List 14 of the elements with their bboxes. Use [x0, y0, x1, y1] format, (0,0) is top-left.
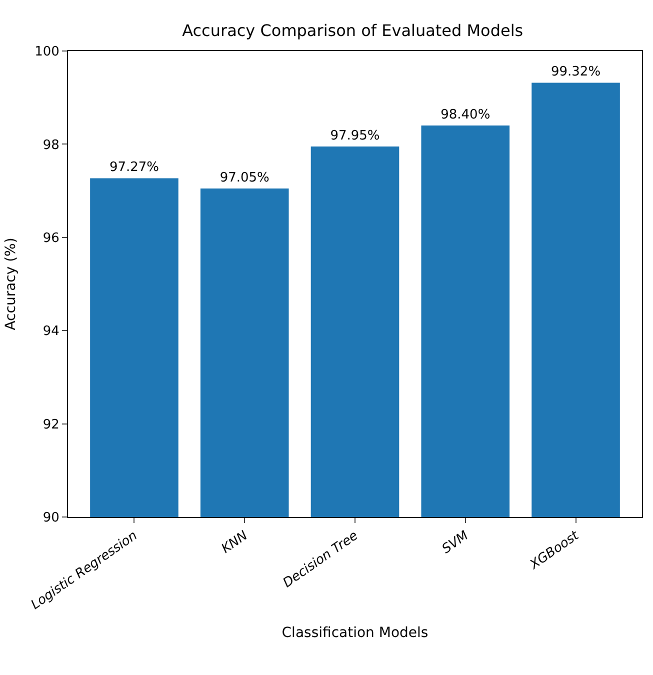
- y-tick-label: 96: [42, 230, 60, 246]
- y-tick-label: 100: [34, 44, 60, 60]
- x-axis-title: Classification Models: [282, 625, 428, 642]
- data-label: 97.27%: [109, 160, 160, 176]
- data-label: 98.40%: [440, 108, 490, 123]
- y-tick-label: 92: [42, 417, 60, 432]
- y-axis-title: Accuracy (%): [3, 238, 20, 330]
- data-label: 97.95%: [330, 128, 380, 144]
- data-label: 99.32%: [550, 64, 601, 80]
- y-tick-label: 90: [42, 510, 60, 526]
- data-label: 97.05%: [220, 170, 270, 186]
- chart-title: Accuracy Comparison of Evaluated Models: [182, 20, 524, 40]
- y-tick-label: 94: [42, 324, 60, 340]
- y-tick-label: 98: [42, 138, 60, 153]
